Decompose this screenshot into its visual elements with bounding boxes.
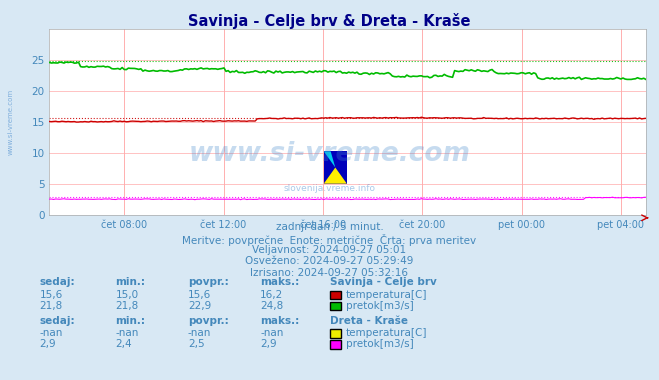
Text: www.si-vreme.com: www.si-vreme.com [188, 141, 471, 167]
Text: min.:: min.: [115, 316, 146, 326]
Text: -nan: -nan [115, 328, 138, 338]
Text: www.si-vreme.com: www.si-vreme.com [8, 89, 14, 155]
Text: pretok[m3/s]: pretok[m3/s] [346, 339, 414, 349]
Text: 22,9: 22,9 [188, 301, 211, 310]
Text: Dreta - Kraše: Dreta - Kraše [330, 316, 407, 326]
Text: 15,6: 15,6 [188, 290, 211, 299]
Text: -nan: -nan [260, 328, 283, 338]
Text: Savinja - Celje brv & Dreta - Kraše: Savinja - Celje brv & Dreta - Kraše [188, 13, 471, 29]
Text: povpr.:: povpr.: [188, 277, 229, 287]
Text: -nan: -nan [188, 328, 211, 338]
Text: slovenija.vreme.info: slovenija.vreme.info [283, 184, 376, 193]
Text: 24,8: 24,8 [260, 301, 283, 310]
Text: Osveženo: 2024-09-27 05:29:49: Osveženo: 2024-09-27 05:29:49 [245, 256, 414, 266]
Text: temperatura[C]: temperatura[C] [346, 328, 428, 338]
Text: pretok[m3/s]: pretok[m3/s] [346, 301, 414, 310]
Text: 15,0: 15,0 [115, 290, 138, 299]
Text: -nan: -nan [40, 328, 63, 338]
Text: 15,6: 15,6 [40, 290, 63, 299]
Text: maks.:: maks.: [260, 277, 300, 287]
Text: Izrisano: 2024-09-27 05:32:16: Izrisano: 2024-09-27 05:32:16 [250, 268, 409, 278]
Text: 16,2: 16,2 [260, 290, 283, 299]
Polygon shape [324, 151, 335, 168]
Text: 2,9: 2,9 [260, 339, 277, 349]
Text: 2,4: 2,4 [115, 339, 132, 349]
Text: temperatura[C]: temperatura[C] [346, 290, 428, 299]
Text: 21,8: 21,8 [115, 301, 138, 310]
Text: Veljavnost: 2024-09-27 05:01: Veljavnost: 2024-09-27 05:01 [252, 245, 407, 255]
Text: sedaj:: sedaj: [40, 316, 75, 326]
Text: Meritve: povprečne  Enote: metrične  Črta: prva meritev: Meritve: povprečne Enote: metrične Črta:… [183, 234, 476, 246]
Polygon shape [324, 168, 347, 184]
Text: 2,9: 2,9 [40, 339, 56, 349]
Text: min.:: min.: [115, 277, 146, 287]
Text: 21,8: 21,8 [40, 301, 63, 310]
Text: maks.:: maks.: [260, 316, 300, 326]
Text: povpr.:: povpr.: [188, 316, 229, 326]
Text: zadnji dan / 5 minut.: zadnji dan / 5 minut. [275, 222, 384, 232]
Text: sedaj:: sedaj: [40, 277, 75, 287]
Text: Savinja - Celje brv: Savinja - Celje brv [330, 277, 436, 287]
Text: 2,5: 2,5 [188, 339, 204, 349]
